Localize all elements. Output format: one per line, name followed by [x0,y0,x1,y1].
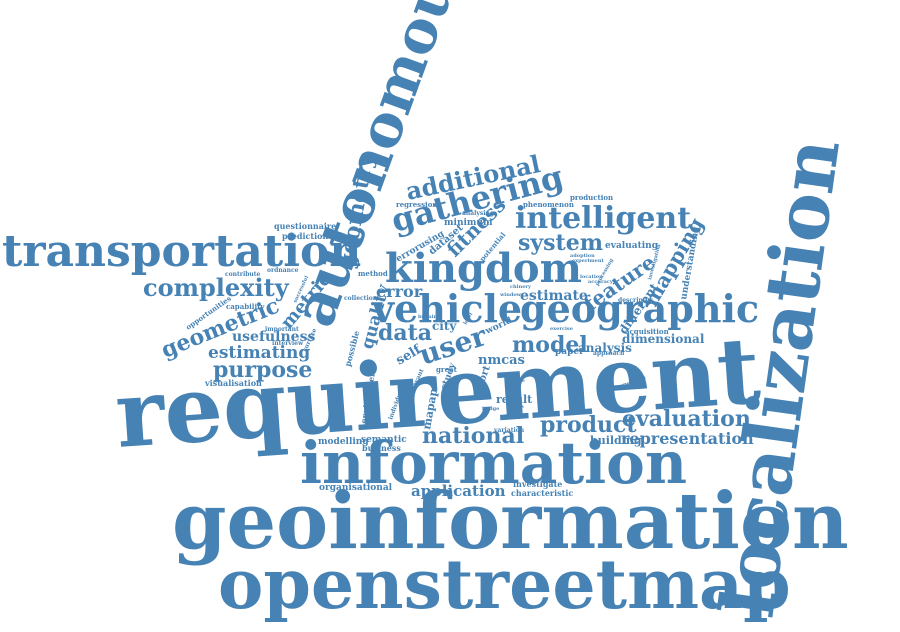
word-data: data [378,320,432,346]
word-paper: paper [555,347,584,357]
word-error: error [376,282,423,301]
word-variation: variation [493,427,525,434]
word-accuracy: accuracy [588,279,614,285]
word-great: great [436,365,458,374]
word-value: value [509,378,525,384]
word-complexity: complexity [143,273,290,302]
word-analysing: analysing [462,210,495,217]
word-representation: representation [621,429,754,448]
word-building: building [590,434,642,447]
word-result: result [496,393,533,406]
word-organisational: organisational [319,483,393,493]
word-method: method [358,269,388,278]
word-visualisation: visualisation [204,378,262,388]
word-evaluation: evaluation [622,406,751,432]
word-experiment: experiment [572,258,604,264]
word-semantic: semantic [361,435,407,445]
word-application: application [411,482,506,500]
word-adoption: adoption [570,253,595,259]
word-product: product [540,412,637,438]
word-openstreetmap: openstreetmap [218,545,791,625]
word-chinery: chinery [510,284,532,290]
word-acquisition: acquisition [625,327,669,336]
word-intelligent: intelligent [515,201,691,236]
word-exercise: exercise [550,326,573,332]
word-business: business [362,443,401,453]
word-contribute: contribute [225,271,261,278]
word-questionnaire: questionnaire [274,221,336,231]
word-analysis: analysis [578,341,632,355]
word-production: production [570,193,613,202]
word-collection: collection [344,295,378,302]
word-regression: regression [396,200,437,209]
word-britain: britain [418,314,437,320]
word-city: city [432,319,457,333]
word-estimating: estimating [208,343,310,363]
word-phenomenon: phenomenon [523,200,574,209]
word-modelling: modelling [318,437,369,447]
word-evaluating: evaluating [605,241,659,251]
word-budge: budge [482,406,499,412]
word-approach: approach [593,350,625,357]
word-model: model [512,332,588,358]
word-descriptor: descriptor [618,297,653,304]
word-nmcas: nmcas [478,353,525,368]
word-ordnance: ordnance [267,267,299,274]
word-purpose: purpose [213,357,312,383]
word-minimum: minimum [444,218,493,228]
word-level: level [463,312,475,326]
word-investigate: investigate [513,479,562,489]
word-positive: positive [449,385,460,412]
word-capability: capability [226,302,265,311]
word-location: location [580,274,603,280]
word-estimate: estimate [520,288,588,304]
word-interview: interview [272,340,304,347]
word-kingdom: kingdom [385,245,582,292]
word-important: important [265,326,299,333]
word-dimensional: dimensional [622,332,705,346]
word-system: system [518,230,603,256]
word-window: window [499,292,522,298]
word-information: information [300,429,687,497]
word-vehicle: vehicle [371,286,522,331]
word-characteristic: characteristic [511,488,573,498]
word-geoinformation: geoinformation [172,476,849,567]
word-prediction: prediction [282,231,328,241]
word-national: national [422,423,524,449]
word-usefulness: usefulness [232,329,315,345]
word-geographic: geographic [520,286,759,331]
word-transportation: transportation [2,226,361,277]
